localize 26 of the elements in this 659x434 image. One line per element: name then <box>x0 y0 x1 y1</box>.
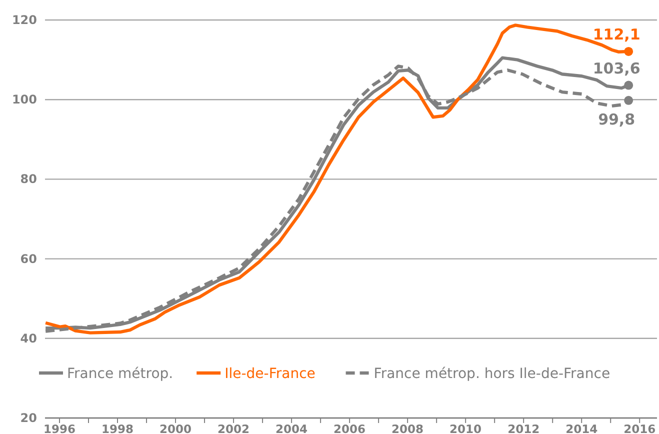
point <box>624 46 634 56</box>
data-label: 99,8 <box>598 110 636 128</box>
y-tick-label: 120 <box>12 13 37 27</box>
x-tick-label: 2012 <box>508 422 540 434</box>
x-tick-label: 1996 <box>43 422 76 434</box>
x-tick-label: 2004 <box>276 422 308 434</box>
legend-label: France métrop. hors Ile-de-France <box>374 366 610 382</box>
y-tick-label: 20 <box>20 411 37 425</box>
x-tick-label: 2010 <box>450 422 482 434</box>
x-tick-label: 2016 <box>624 422 656 434</box>
data-label: 112,1 <box>592 25 640 44</box>
x-tick-label: 2006 <box>334 422 366 434</box>
x-tick-label: 2008 <box>392 422 424 434</box>
x-tick-label: 2000 <box>160 422 192 434</box>
y-tick-label: 60 <box>20 252 37 266</box>
x-tick-label: 2014 <box>566 422 598 434</box>
y-tick-label: 80 <box>20 172 37 186</box>
legend-label: France métrop. <box>67 366 174 382</box>
y-tick-label: 40 <box>20 331 37 346</box>
x-tick-label: 2002 <box>218 422 250 434</box>
y-tick-label: 100 <box>12 92 37 107</box>
point <box>624 80 634 90</box>
legend-label: Ile-de-France <box>224 366 316 382</box>
x-tick-label: 1998 <box>102 422 134 434</box>
point <box>624 96 634 105</box>
data-label: 103,6 <box>592 59 640 78</box>
